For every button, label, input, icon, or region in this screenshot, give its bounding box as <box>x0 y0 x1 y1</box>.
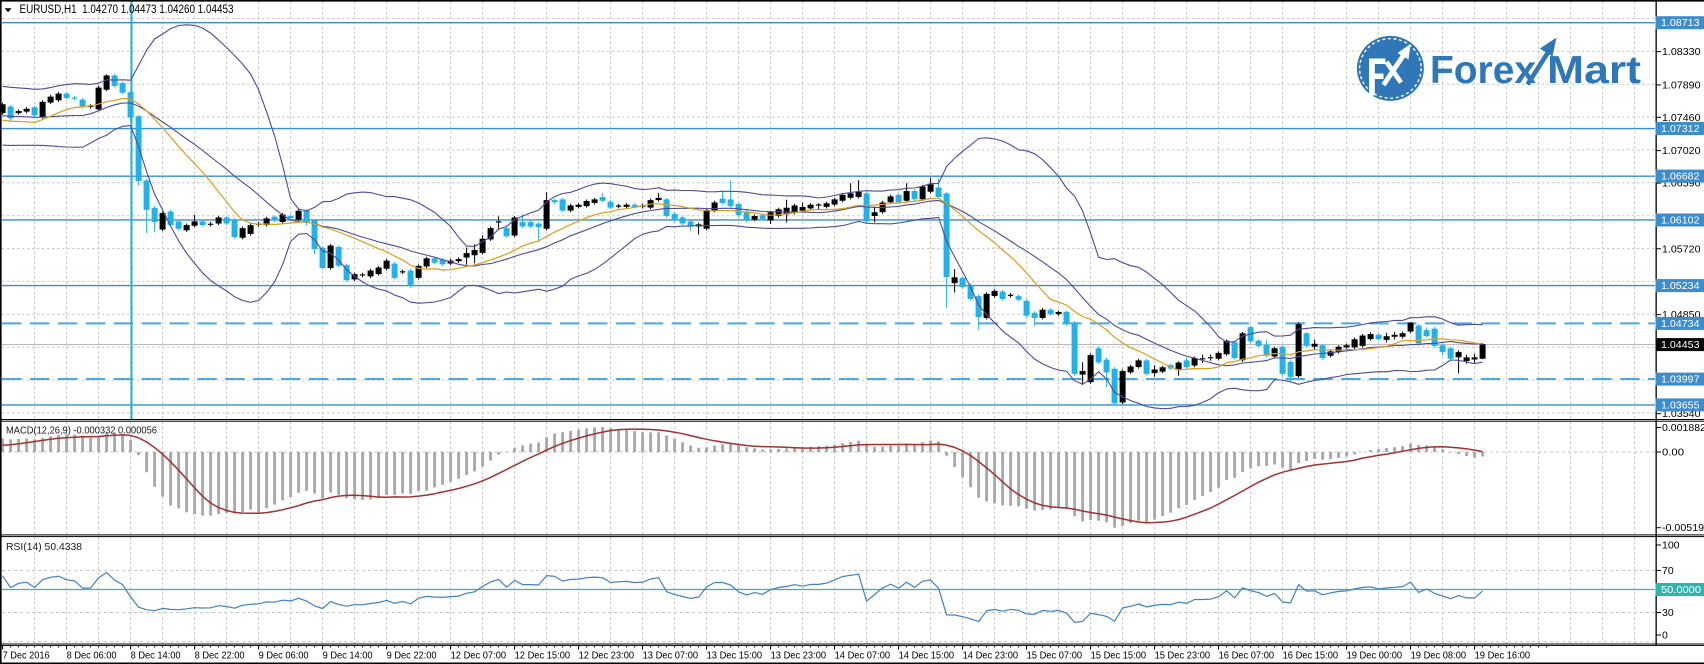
svg-text:12 Dec 07:00: 12 Dec 07:00 <box>451 650 507 662</box>
svg-text:0.00: 0.00 <box>1662 447 1684 459</box>
svg-text:16 Dec 15:00: 16 Dec 15:00 <box>1283 650 1339 662</box>
svg-text:1.04453: 1.04453 <box>1661 339 1700 351</box>
svg-text:1.07020: 1.07020 <box>1662 145 1701 157</box>
svg-text:1.08713: 1.08713 <box>1661 17 1700 29</box>
svg-text:9 Dec 06:00: 9 Dec 06:00 <box>259 650 309 662</box>
svg-text:16 Dec 07:00: 16 Dec 07:00 <box>1219 650 1275 662</box>
svg-text:1.03997: 1.03997 <box>1661 374 1700 386</box>
svg-text:15 Dec 07:00: 15 Dec 07:00 <box>1027 650 1083 662</box>
svg-text:1.04734: 1.04734 <box>1661 318 1700 330</box>
svg-text:14 Dec 15:00: 14 Dec 15:00 <box>899 650 955 662</box>
svg-text:14 Dec 07:00: 14 Dec 07:00 <box>835 650 891 662</box>
svg-text:15 Dec 23:00: 15 Dec 23:00 <box>1155 650 1211 662</box>
svg-text:13 Dec 23:00: 13 Dec 23:00 <box>771 650 827 662</box>
svg-text:RSI(14) 50.4338: RSI(14) 50.4338 <box>6 541 82 553</box>
svg-text:30: 30 <box>1662 607 1674 619</box>
svg-text:70: 70 <box>1662 565 1674 577</box>
svg-text:12 Dec 15:00: 12 Dec 15:00 <box>515 650 571 662</box>
svg-text:19 Dec 00:00: 19 Dec 00:00 <box>1347 650 1403 662</box>
svg-text:9 Dec 22:00: 9 Dec 22:00 <box>387 650 437 662</box>
svg-text:0.001882: 0.001882 <box>1662 422 1704 434</box>
svg-text:1.06682: 1.06682 <box>1661 171 1700 183</box>
svg-text:14 Dec 23:00: 14 Dec 23:00 <box>963 650 1019 662</box>
svg-text:13 Dec 07:00: 13 Dec 07:00 <box>643 650 699 662</box>
svg-text:50.0000: 50.0000 <box>1661 584 1701 596</box>
svg-text:19 Dec 08:00: 19 Dec 08:00 <box>1411 650 1467 662</box>
svg-text:Forex: Forex <box>1430 49 1536 92</box>
svg-text:MACD(12,26,9) -0.000332 0.0000: MACD(12,26,9) -0.000332 0.000056 <box>6 425 157 437</box>
svg-text:19 Dec 16:00: 19 Dec 16:00 <box>1475 650 1531 662</box>
svg-text:1.07890: 1.07890 <box>1662 79 1701 91</box>
svg-text:12 Dec 23:00: 12 Dec 23:00 <box>579 650 635 662</box>
svg-text:0: 0 <box>1662 630 1668 642</box>
svg-text:13 Dec 15:00: 13 Dec 15:00 <box>707 650 763 662</box>
svg-text:8 Dec 14:00: 8 Dec 14:00 <box>131 650 181 662</box>
svg-text:1.07460: 1.07460 <box>1662 112 1701 124</box>
svg-text:1.05234: 1.05234 <box>1661 280 1700 292</box>
svg-text:1.05720: 1.05720 <box>1662 243 1701 255</box>
svg-text:-0.005193: -0.005193 <box>1662 522 1704 534</box>
svg-text:1.07312: 1.07312 <box>1661 123 1700 135</box>
svg-text:8 Dec 22:00: 8 Dec 22:00 <box>195 650 245 662</box>
svg-text:8 Dec 06:00: 8 Dec 06:00 <box>67 650 117 662</box>
svg-text:7 Dec 2016: 7 Dec 2016 <box>3 650 50 662</box>
svg-text:15 Dec 15:00: 15 Dec 15:00 <box>1091 650 1147 662</box>
svg-text:9 Dec 14:00: 9 Dec 14:00 <box>323 650 373 662</box>
svg-text:1.03655: 1.03655 <box>1661 399 1700 411</box>
svg-text:EURUSD,H1 1.04270 1.04473 1.0: EURUSD,H1 1.04270 1.04473 1.04260 1.0445… <box>20 4 234 16</box>
svg-text:100: 100 <box>1662 540 1680 552</box>
svg-text:1.08330: 1.08330 <box>1662 46 1701 58</box>
svg-text:1.06102: 1.06102 <box>1661 215 1700 227</box>
svg-text:Mart: Mart <box>1547 49 1641 92</box>
